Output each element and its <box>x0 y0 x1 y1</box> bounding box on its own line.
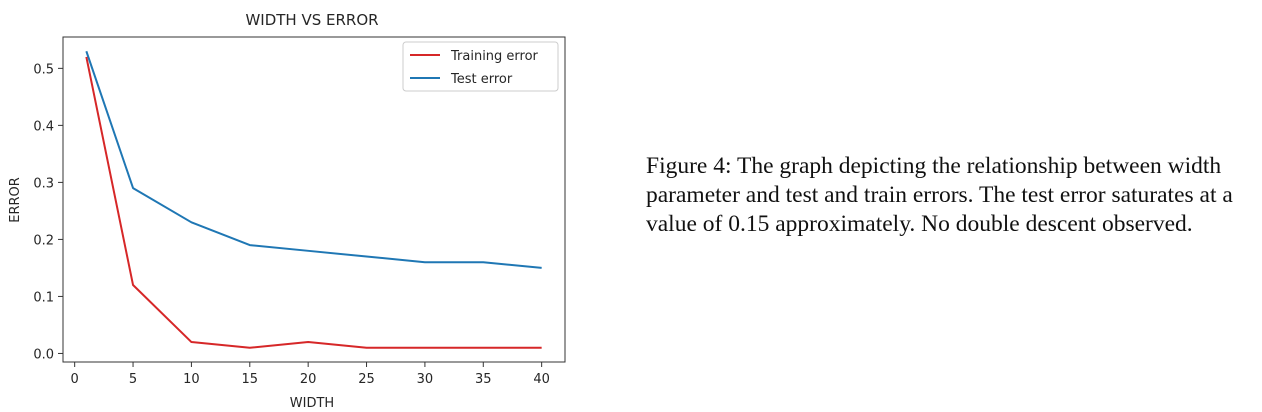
legend-label-test-error: Test error <box>450 72 513 87</box>
series-lines <box>85 50 542 349</box>
chart-title: WIDTH VS ERROR <box>245 11 378 29</box>
y-axis: 0.0 0.1 0.2 0.3 0.4 0.5 <box>33 62 63 362</box>
y-tick-label: 0.2 <box>33 233 54 248</box>
x-tick-label: 5 <box>129 372 137 387</box>
x-tick-label: 25 <box>358 372 375 387</box>
x-tick-label: 20 <box>300 372 317 387</box>
y-tick-label: 0.3 <box>33 176 54 191</box>
y-tick-label: 0.5 <box>33 62 54 77</box>
legend: Training error Test error <box>402 41 559 92</box>
error-chart: WIDTH VS ERROR 0 5 10 15 20 25 30 35 40 0.00.10.… <box>8 11 566 411</box>
series-line-test-error <box>85 50 542 269</box>
plot-area <box>62 36 566 363</box>
y-tick-label: 0.0 <box>33 347 54 362</box>
x-axis-label: WIDTH <box>290 396 334 411</box>
x-axis: 0 5 10 15 20 25 30 35 40 <box>71 362 550 387</box>
y-tick-label: 0.1 <box>33 290 54 305</box>
x-tick-label: 35 <box>475 372 492 387</box>
x-tick-label: 30 <box>417 372 434 387</box>
x-tick-label: 0 <box>71 372 79 387</box>
x-tick-label: 10 <box>183 372 200 387</box>
series-line-training-error <box>85 56 542 349</box>
y-tick-label: 0.4 <box>33 119 54 134</box>
x-tick-label: 40 <box>533 372 550 387</box>
figure-caption: Figure 4: The graph depicting the relati… <box>646 153 1233 237</box>
y-axis-label: ERROR <box>8 177 23 223</box>
x-tick-label: 15 <box>242 372 259 387</box>
legend-box <box>402 41 559 92</box>
legend-label-training-error: Training error <box>450 49 539 64</box>
